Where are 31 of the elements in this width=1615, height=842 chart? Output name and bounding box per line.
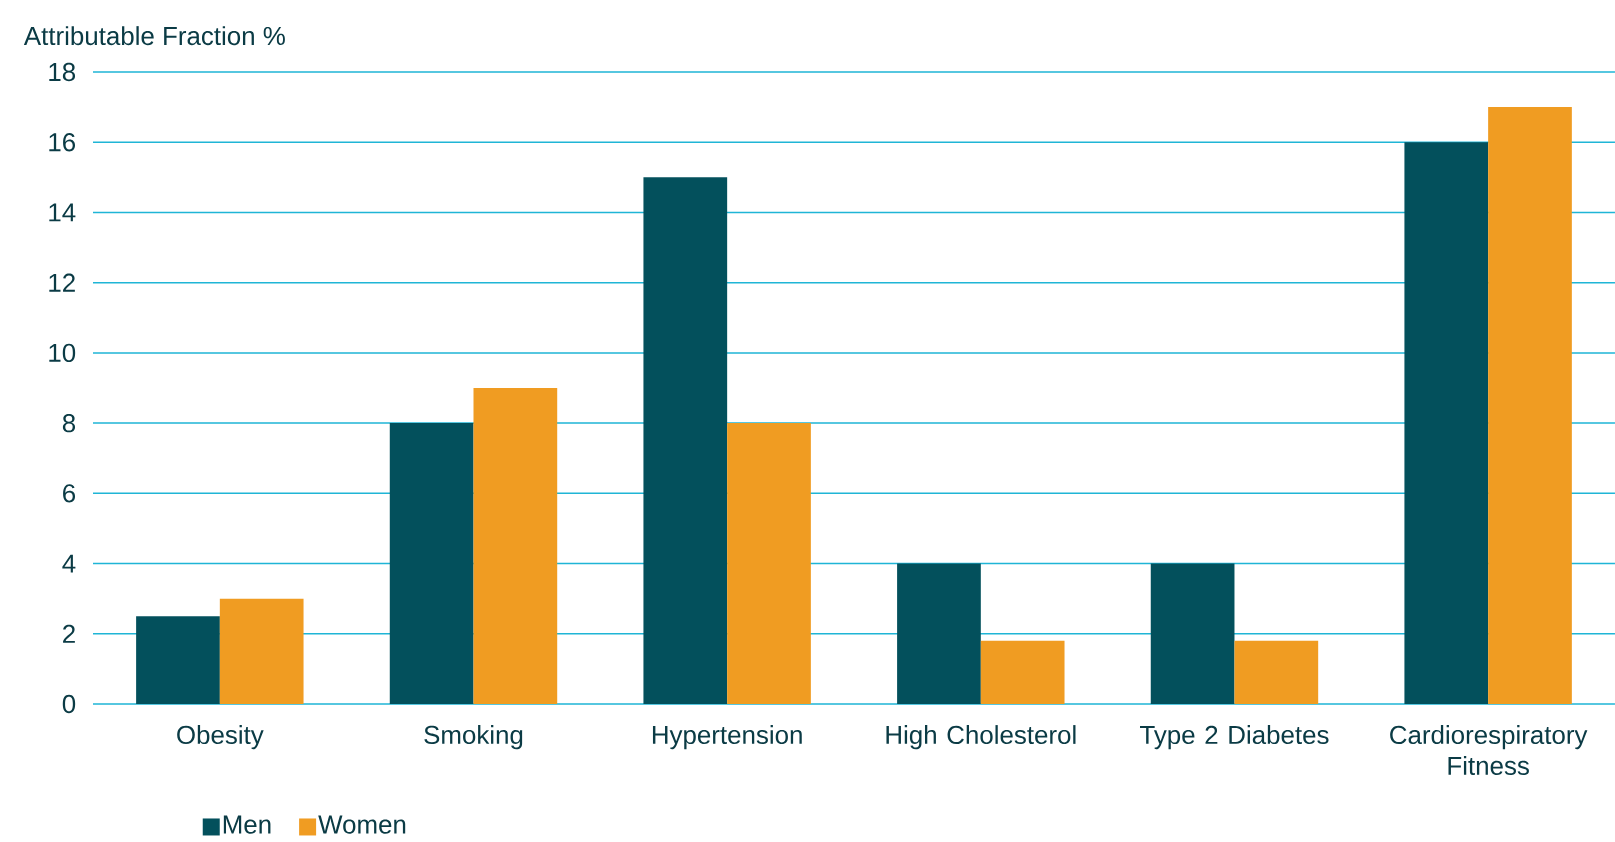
y-tick-label: 6 [63, 484, 76, 503]
y-tick-label: 18 [49, 62, 76, 82]
x-tick-label: Type 2 Diabetes [1140, 725, 1329, 750]
bar [897, 563, 981, 704]
bar [136, 616, 220, 704]
bar [473, 388, 558, 704]
bar [219, 598, 304, 704]
legend-label: Men [223, 815, 271, 834]
y-tick-label: 2 [63, 624, 75, 643]
bar [1488, 107, 1572, 704]
y-tick-label: 0 [62, 694, 76, 714]
y-tick-label: 10 [49, 343, 76, 363]
x-tick-label: Hypertension [652, 725, 802, 750]
bar [1234, 640, 1319, 704]
bar [389, 423, 474, 704]
x-tick-label: Cardiorespiratory Fitness [1390, 725, 1588, 775]
bar [1404, 142, 1489, 704]
y-tick-label: 16 [49, 133, 76, 152]
y-tick-label: 4 [62, 554, 76, 573]
x-tick-label: Smoking [424, 725, 523, 750]
bar [1150, 563, 1235, 704]
x-tick-label: Obesity [177, 725, 264, 750]
x-tick-label: High Cholesterol [886, 725, 1076, 750]
y-axis-title: Attributable Fraction % [23, 26, 285, 46]
y-tick-label: 14 [49, 203, 76, 222]
bar [980, 640, 1065, 704]
bar [727, 423, 811, 704]
legend-label: Women [318, 815, 406, 834]
y-tick-label: 8 [62, 413, 76, 433]
bar [643, 177, 728, 704]
y-tick-label: 12 [49, 273, 75, 292]
